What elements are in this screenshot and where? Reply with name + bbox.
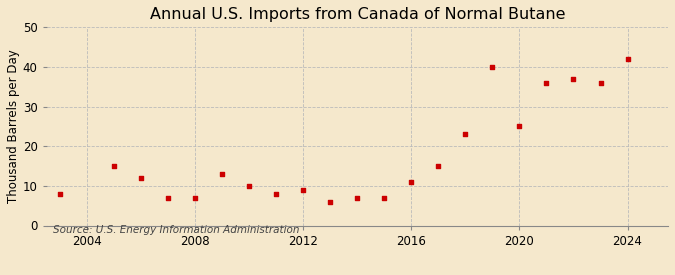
- Point: [298, 188, 308, 192]
- Point: [433, 164, 443, 168]
- Y-axis label: Thousand Barrels per Day: Thousand Barrels per Day: [7, 50, 20, 203]
- Point: [379, 196, 389, 200]
- Point: [406, 180, 416, 184]
- Point: [244, 184, 254, 188]
- Point: [622, 57, 633, 61]
- Point: [190, 196, 200, 200]
- Point: [352, 196, 362, 200]
- Point: [568, 77, 579, 81]
- Point: [460, 132, 471, 136]
- Text: Source: U.S. Energy Information Administration: Source: U.S. Energy Information Administ…: [53, 226, 299, 235]
- Point: [325, 200, 335, 204]
- Point: [541, 81, 552, 85]
- Point: [271, 192, 281, 196]
- Point: [217, 172, 227, 176]
- Point: [595, 81, 606, 85]
- Title: Annual U.S. Imports from Canada of Normal Butane: Annual U.S. Imports from Canada of Norma…: [150, 7, 565, 22]
- Point: [514, 124, 525, 129]
- Point: [487, 65, 498, 69]
- Point: [136, 176, 146, 180]
- Point: [163, 196, 173, 200]
- Point: [109, 164, 119, 168]
- Point: [55, 192, 65, 196]
